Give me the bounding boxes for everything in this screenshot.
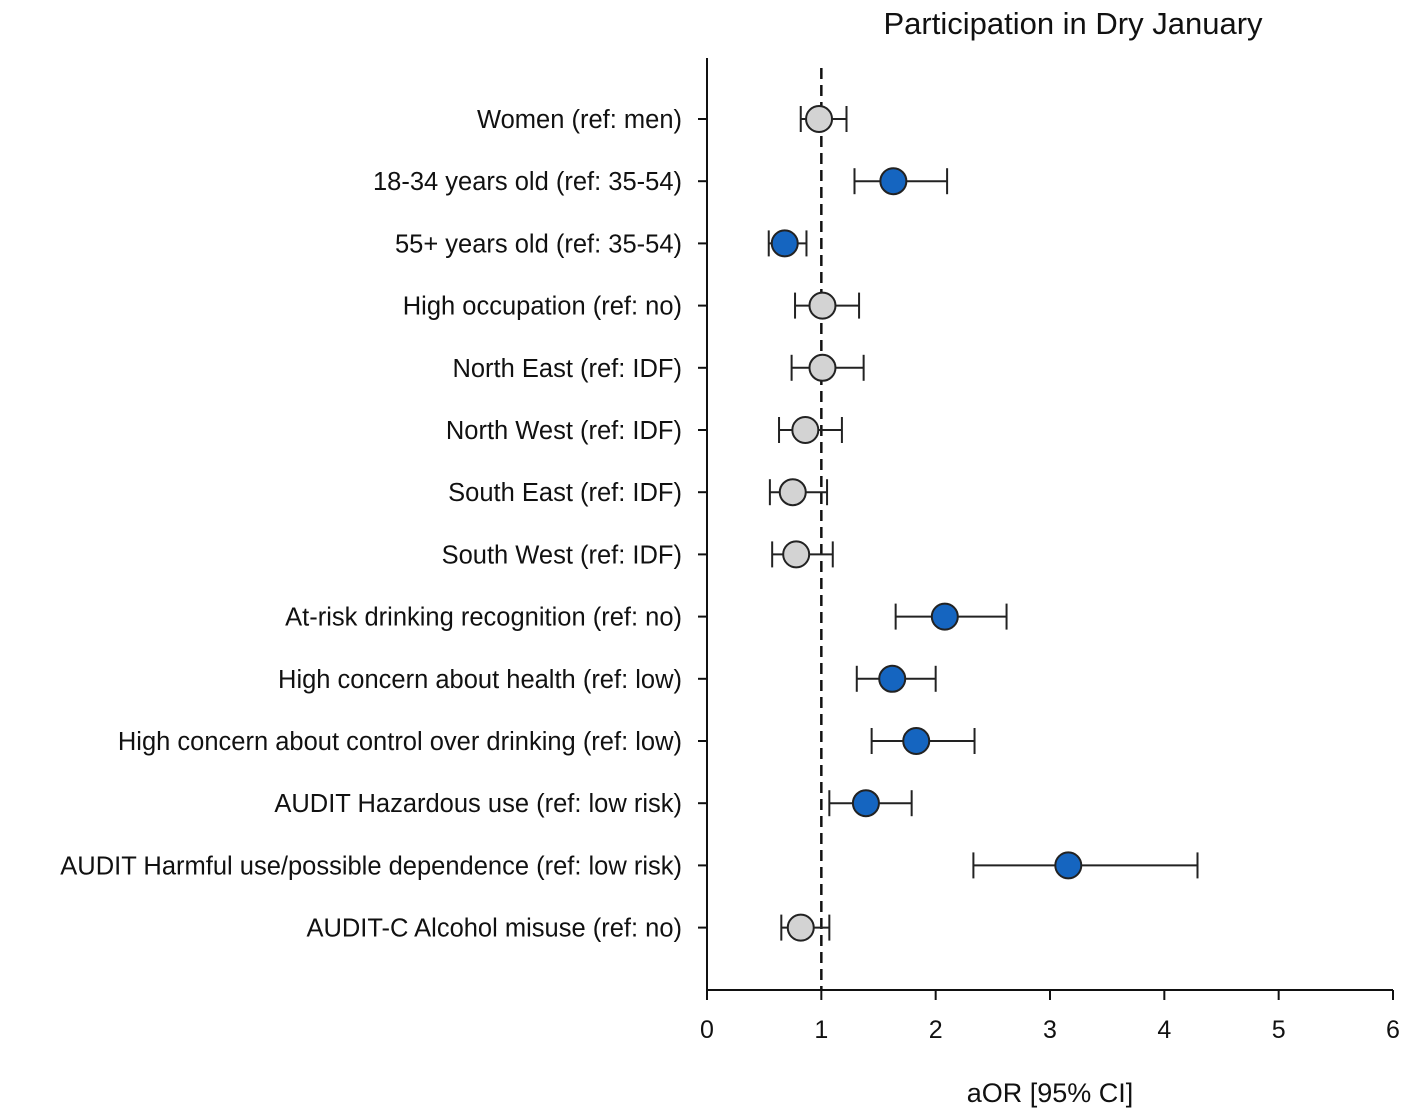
x-tick-label: 4 [1157, 1016, 1171, 1044]
row-label: North West (ref: IDF) [446, 417, 682, 445]
forest-row: AUDIT Harmful use/possible dependence (r… [60, 851, 1199, 880]
row-label: South East (ref: IDF) [448, 479, 682, 507]
forest-row: High occupation (ref: no) [403, 291, 861, 321]
row-label: High occupation (ref: no) [403, 293, 682, 321]
estimate-point [791, 416, 820, 444]
x-tick-label: 0 [700, 1016, 714, 1044]
row-label: At-risk drinking recognition (ref: no) [285, 604, 682, 632]
estimate-point [930, 602, 959, 631]
forest-row: South West (ref: IDF) [442, 540, 834, 569]
x-tick-label: 3 [1043, 1016, 1057, 1044]
forest-row: North West (ref: IDF) [446, 416, 843, 445]
row-label: AUDIT Harmful use/possible dependence (r… [60, 852, 682, 880]
forest-row: Women (ref: men) [477, 105, 848, 134]
estimate-point [778, 478, 807, 507]
estimate-point [879, 167, 908, 196]
chart-title: Participation in Dry January [883, 6, 1263, 41]
forest-row: 18-34 years old (ref: 35-54) [373, 167, 949, 196]
estimate-point [902, 727, 931, 755]
row-label: Women (ref: men) [477, 106, 682, 134]
forest-row: 55+ years old (ref: 35-54) [395, 229, 808, 258]
row-label: AUDIT-C Alcohol misuse (ref: no) [306, 915, 682, 943]
estimate-point [808, 291, 837, 320]
row-label: South West (ref: IDF) [442, 541, 682, 569]
estimate-point [805, 105, 834, 133]
row-label: 55+ years old (ref: 35-54) [395, 230, 682, 258]
x-tick-label: 1 [814, 1016, 828, 1044]
x-tick-label: 6 [1386, 1016, 1400, 1044]
estimate-point [782, 540, 811, 569]
forest-row: High concern about health (ref: low) [278, 664, 937, 694]
row-label: 18-34 years old (ref: 35-54) [373, 168, 682, 196]
row-label: High concern about health (ref: low) [278, 666, 682, 694]
row-label: AUDIT Hazardous use (ref: low risk) [274, 790, 682, 818]
forest-row: AUDIT-C Alcohol misuse (ref: no) [306, 913, 831, 943]
x-axis-label: aOR [95% CI] [967, 1078, 1134, 1108]
estimate-point [786, 913, 815, 942]
forest-row: At-risk drinking recognition (ref: no) [285, 602, 1008, 632]
estimate-point [770, 229, 799, 258]
forest-row: AUDIT Hazardous use (ref: low risk) [274, 789, 913, 818]
estimate-point [808, 353, 837, 382]
x-tick-label: 5 [1272, 1016, 1286, 1044]
forest-row: South East (ref: IDF) [448, 478, 829, 507]
forest-row: High concern about control over drinking… [118, 727, 976, 756]
row-label: High concern about control over drinking… [118, 728, 682, 756]
estimate-point [851, 789, 880, 818]
estimate-point [878, 664, 907, 693]
x-tick-label: 2 [929, 1016, 943, 1044]
plot-area: 0 1 2 3 4 5 6 Women (ref: men) 18-34 years old (… [60, 58, 1400, 1044]
forest-row: North East (ref: IDF) [452, 353, 865, 383]
row-label: North East (ref: IDF) [452, 355, 682, 383]
estimate-point [1054, 851, 1083, 880]
